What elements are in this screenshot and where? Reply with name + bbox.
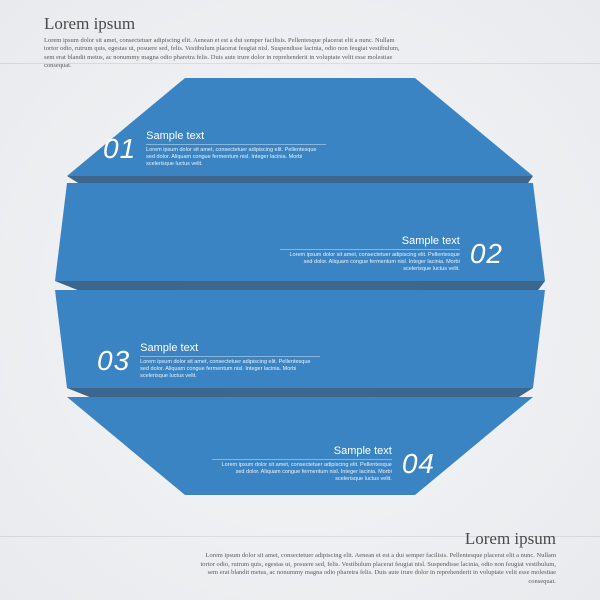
slice-04-number: 04: [402, 450, 435, 478]
slice-04-body: Lorem ipsum dolor sit amet, consectetuer…: [212, 462, 392, 483]
slice-01-body: Lorem ipsum dolor sit amet, consectetuer…: [146, 147, 326, 168]
slice-02-title: Sample text: [280, 235, 460, 247]
slice-01: 01 Sample text Lorem ipsum dolor sit ame…: [55, 78, 545, 186]
slice-02: 02 Sample text Lorem ipsum dolor sit ame…: [55, 183, 545, 293]
slice-03-title: Sample text: [140, 342, 320, 354]
slice-03: 03 Sample text Lorem ipsum dolor sit ame…: [55, 290, 545, 400]
slice-01-title: Sample text: [146, 130, 326, 142]
footer-text: Lorem ipsum dolor sit amet, consectetuer…: [196, 552, 556, 586]
slice-01-divider: [146, 144, 326, 145]
slice-02-body: Lorem ipsum dolor sit amet, consectetuer…: [280, 252, 460, 273]
footer-title: Lorem ipsum: [196, 529, 556, 549]
header-text: Lorem ipsum dolor sit amet, consectetuer…: [44, 37, 404, 71]
slice-03-body: Lorem ipsum dolor sit amet, consectetuer…: [140, 359, 320, 380]
slice-01-number: 01: [103, 135, 136, 163]
slice-04-divider: [212, 459, 392, 460]
slice-03-number: 03: [97, 347, 130, 375]
header-title: Lorem ipsum: [44, 14, 404, 34]
slice-02-number: 02: [470, 240, 503, 268]
slice-04-title: Sample text: [212, 445, 392, 457]
hexagon-infographic: 01 Sample text Lorem ipsum dolor sit ame…: [55, 78, 545, 508]
slice-03-divider: [140, 356, 320, 357]
slice-02-divider: [280, 249, 460, 250]
divider-top: [0, 63, 600, 64]
footer-block: Lorem ipsum Lorem ipsum dolor sit amet, …: [196, 529, 556, 586]
slice-04: 04 Sample text Lorem ipsum dolor sit ame…: [55, 397, 545, 505]
